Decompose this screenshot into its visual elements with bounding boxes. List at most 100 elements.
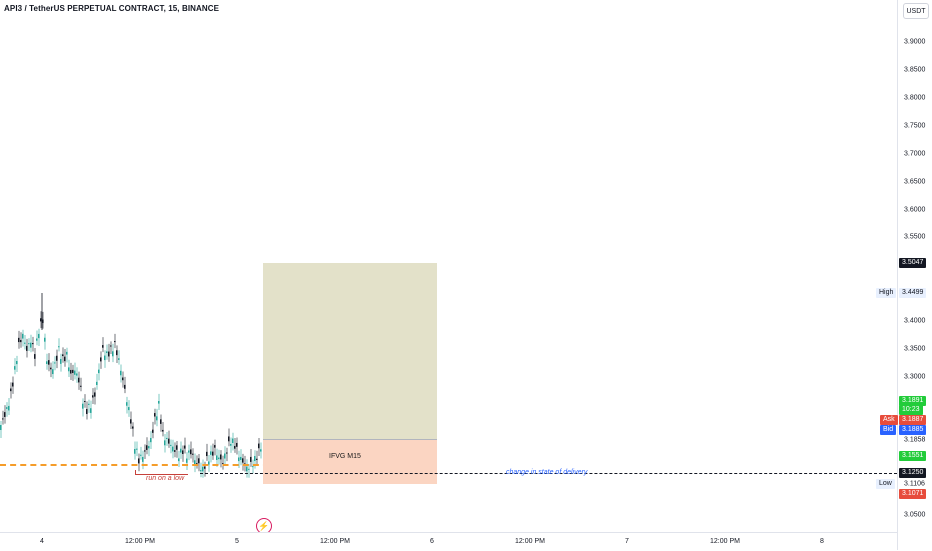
candle-body (158, 401, 160, 404)
high-value-tag: 3.4499 (899, 288, 927, 298)
candle-body (228, 436, 230, 442)
candle-body (254, 456, 256, 462)
candle-body (70, 369, 72, 374)
candle-body (200, 470, 202, 472)
symbol-title[interactable]: API3 / TetherUS PERPETUAL CONTRACT, 15, … (4, 4, 220, 13)
ifvg-label: IFVG M15 (329, 453, 361, 460)
candle-body (124, 384, 126, 389)
bid-label: Bid (880, 425, 897, 435)
candle-body (52, 369, 54, 375)
candle-body (68, 367, 70, 372)
run-on-low-note[interactable]: run on a low (146, 475, 185, 482)
candle-body (140, 454, 142, 456)
candle-body (240, 456, 242, 460)
target-zone[interactable] (263, 263, 437, 439)
time-tick-label: 12:00 PM (710, 538, 740, 545)
candle-body (32, 343, 34, 345)
candle-body (176, 445, 178, 450)
candle-body (184, 445, 186, 449)
candle-body (174, 450, 176, 452)
candle-body (90, 408, 92, 413)
candle-body (258, 443, 260, 449)
candle-body (4, 412, 6, 417)
candle-body (38, 333, 40, 339)
candle-body (178, 458, 180, 462)
last-price-tag: 3.1891 (899, 396, 927, 406)
price-tick-label: 3.1106 (904, 480, 925, 488)
candlestick-chart[interactable] (0, 0, 897, 532)
lightning-icon[interactable]: ⚡ (256, 518, 272, 532)
time-axis[interactable] (0, 532, 897, 551)
candle-body (218, 457, 220, 460)
chart-area[interactable]: IFVG M15 change in state of delivery run… (0, 0, 897, 532)
currency-button[interactable]: USDT (903, 3, 929, 19)
candle-body (206, 451, 208, 457)
candle-body (88, 403, 90, 405)
level-tag: 3.1250 (899, 468, 927, 478)
candle-body (190, 449, 192, 455)
candle-body (242, 458, 244, 463)
candle-body (2, 418, 4, 420)
ask-label: Ask (880, 415, 898, 425)
price-tick-label: 3.8000 (904, 94, 926, 102)
candle-body (202, 466, 204, 472)
candle-body (64, 356, 66, 362)
candle-body (148, 446, 150, 449)
candle-body (44, 337, 46, 342)
candle-body (164, 440, 166, 446)
candle-body (172, 446, 174, 452)
candle-body (252, 466, 254, 468)
time-tick-label: 12:00 PM (515, 538, 545, 545)
candle-body (188, 450, 190, 453)
candle-body (114, 341, 116, 343)
time-tick-label: 8 (820, 538, 824, 545)
candle-body (46, 361, 48, 364)
candle-body (94, 392, 96, 397)
candle-body (192, 453, 194, 455)
candle-body (236, 442, 238, 447)
candle-body (170, 444, 172, 446)
time-tick-label: 7 (625, 538, 629, 545)
candle-body (144, 450, 146, 452)
candle-body (22, 333, 24, 339)
candle-body (26, 345, 28, 351)
entry-line (263, 439, 437, 440)
candle-body (204, 466, 206, 469)
candle-body (66, 351, 68, 355)
candle-body (122, 377, 124, 381)
candle-body (126, 402, 128, 406)
candle-body (84, 401, 86, 403)
time-tick-label: 12:00 PM (320, 538, 350, 545)
candle-body (216, 455, 218, 460)
price-tick-label: 3.3500 (904, 345, 926, 353)
candle-body (220, 454, 222, 460)
time-tick-label: 12:00 PM (125, 538, 155, 545)
candle-body (108, 351, 110, 357)
price-tick-label: 3.7500 (904, 122, 926, 130)
candle-body (132, 426, 134, 429)
price-tick-label: 3.3000 (904, 373, 926, 381)
candle-body (156, 416, 158, 421)
high-label: High (876, 288, 897, 298)
delivery-dashed-line[interactable] (200, 473, 897, 474)
price-tick-label: 3.0500 (904, 511, 926, 519)
candle-body (154, 413, 156, 417)
candle-body (96, 381, 98, 386)
candle-body (118, 358, 120, 360)
candle-body (36, 338, 38, 341)
candle-body (196, 463, 198, 465)
candle-body (78, 377, 80, 383)
candle-body (134, 448, 136, 454)
candle-body (186, 458, 188, 463)
candle-body (18, 337, 20, 343)
candle-body (214, 445, 216, 448)
candle-body (8, 405, 10, 411)
candle-body (6, 407, 8, 409)
candle-body (60, 358, 62, 364)
candle-body (58, 346, 60, 348)
change-state-note[interactable]: change in state of delivery (506, 469, 588, 476)
candle-body (238, 457, 240, 462)
candle-body (120, 370, 122, 376)
price-tick-label: 3.9000 (904, 38, 926, 46)
stop-zone[interactable] (263, 439, 437, 484)
